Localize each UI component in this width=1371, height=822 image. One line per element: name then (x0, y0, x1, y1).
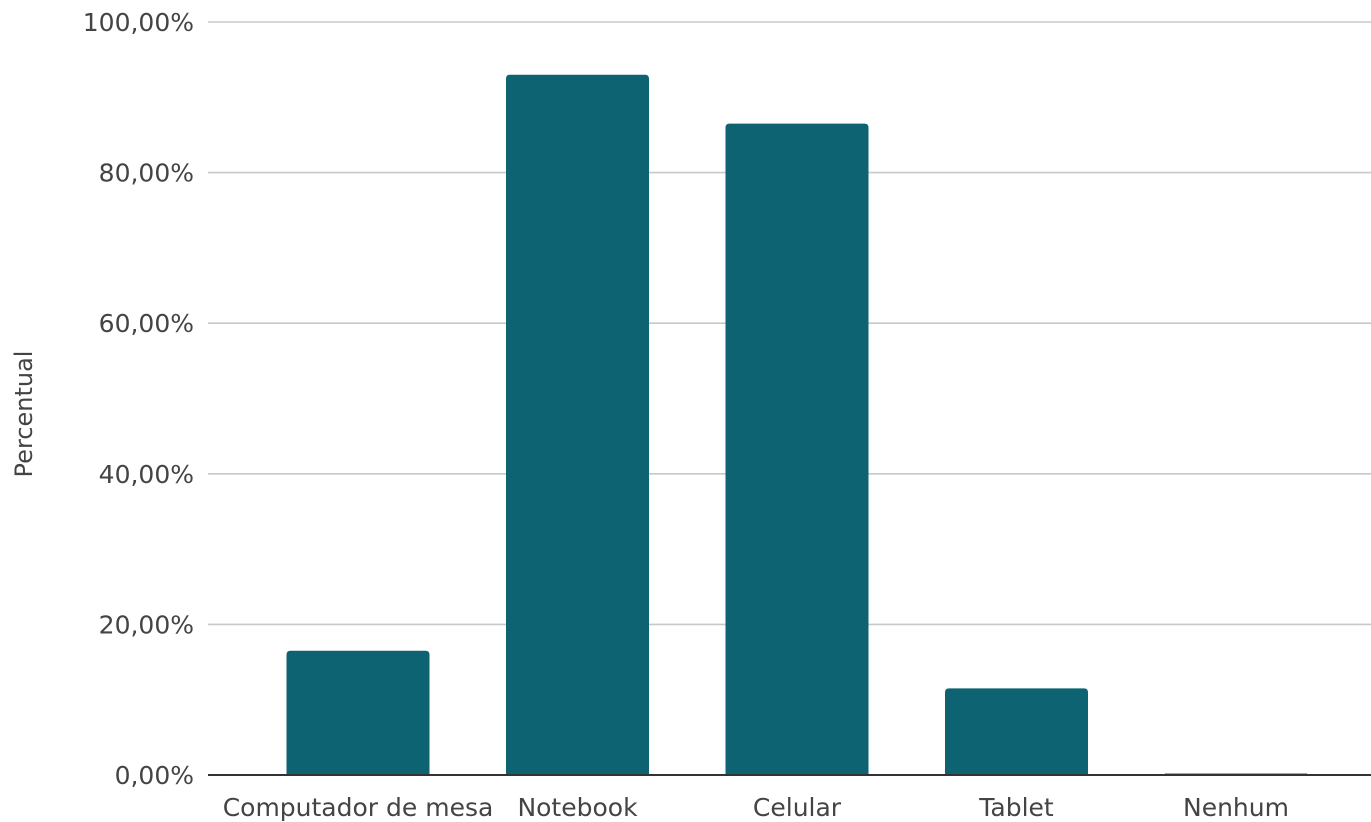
y-tick-label: 20,00% (99, 610, 194, 639)
bar-notebook (506, 74, 649, 775)
y-axis-ticks: 0,00% 20,00% 40,00% 60,00% 80,00% 100,00% (83, 8, 194, 790)
x-category-label: Computador de mesa (223, 793, 494, 822)
y-tick-label: 40,00% (99, 460, 194, 489)
y-tick-label: 80,00% (99, 159, 194, 188)
bar-computador-de-mesa (286, 650, 430, 775)
x-category-label: Notebook (517, 793, 638, 822)
x-axis-categories: Computador de mesa Notebook Celular Tablet N… (223, 793, 1289, 822)
x-category-label: Tablet (978, 793, 1054, 822)
bars (286, 74, 1308, 775)
bar-tablet (945, 688, 1088, 775)
y-axis-label: Percentual (10, 351, 38, 478)
x-category-label: Nenhum (1183, 793, 1289, 822)
bar-celular (725, 123, 869, 775)
y-tick-label: 100,00% (83, 8, 194, 37)
y-tick-label: 60,00% (99, 309, 194, 338)
x-category-label: Celular (753, 793, 842, 822)
y-tick-label: 0,00% (115, 761, 194, 790)
